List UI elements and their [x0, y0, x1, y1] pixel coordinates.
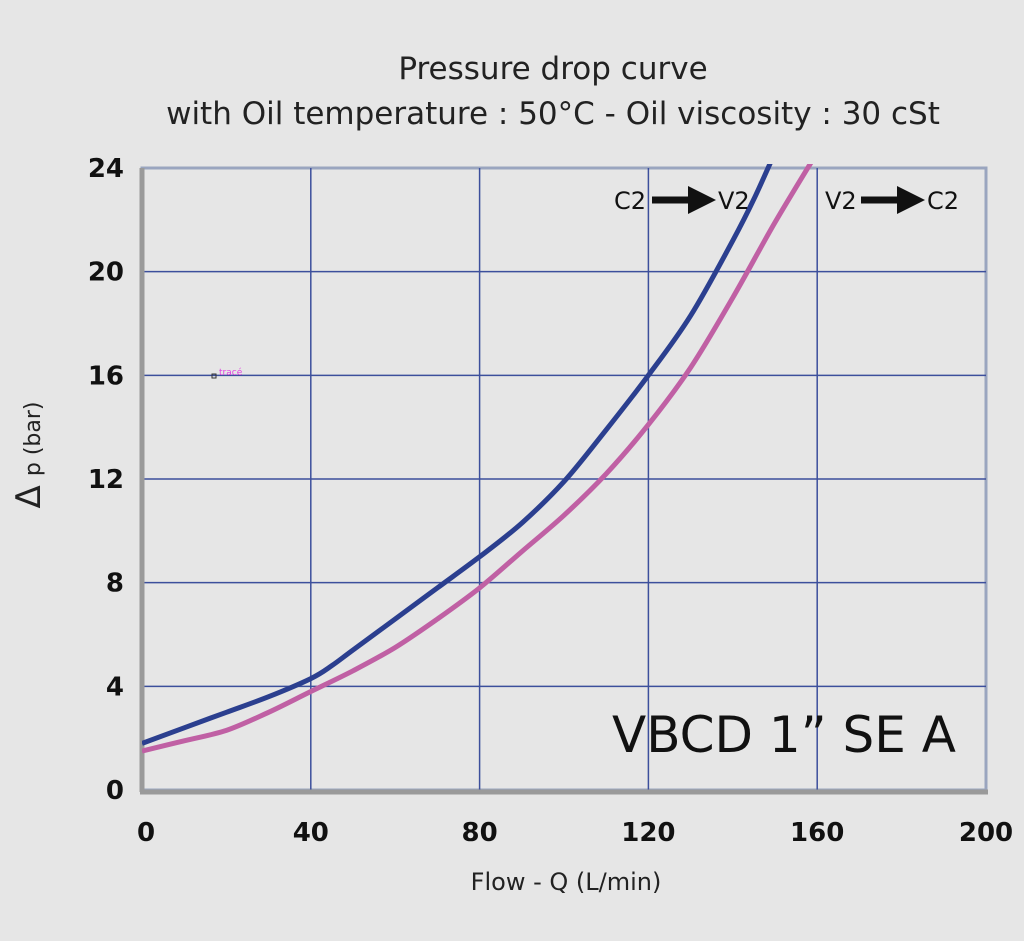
- y-tick-label-24: 24: [88, 154, 124, 184]
- svg-text:Δ p (bar): Δ p (bar): [9, 402, 49, 509]
- y-tick-labels: 0 4 8 12 16 20 24: [88, 154, 124, 806]
- y-tick-label-20: 20: [88, 258, 124, 288]
- legend-c2v2-to: V2: [718, 187, 750, 215]
- chart-subtitle: with Oil temperature : 50°C - Oil viscos…: [166, 96, 940, 132]
- legend-c2v2-arrow-icon: [688, 186, 716, 214]
- series-line-v2-c2: [142, 164, 814, 754]
- y-axis-label: p (bar): [21, 402, 46, 477]
- legend-v2c2-to: C2: [927, 187, 959, 215]
- x-tick-label-0: 0: [137, 818, 155, 848]
- legend-v2c2-from: V2: [825, 187, 857, 215]
- trace-label: tracé: [219, 367, 243, 378]
- x-tick-label-80: 80: [462, 818, 498, 848]
- y-tick-label-4: 4: [106, 672, 124, 702]
- x-tick-label-40: 40: [293, 818, 329, 848]
- x-tick-label-120: 120: [621, 818, 675, 848]
- axis-layer: [139, 168, 988, 795]
- legend-v2-c2: V2 C2: [825, 186, 959, 215]
- y-tick-label-0: 0: [106, 776, 124, 806]
- trace-marker: tracé: [211, 367, 243, 379]
- y-axis-delta-symbol: Δ: [9, 485, 49, 508]
- y-tick-label-12: 12: [88, 465, 124, 495]
- legend-c2-v2: C2 V2: [614, 186, 750, 215]
- x-tick-label-200: 200: [959, 818, 1013, 848]
- trace-marker-icon: [211, 373, 217, 379]
- legend-v2c2-arrow-icon: [897, 186, 925, 214]
- series-line-c2-v2: [142, 164, 773, 746]
- legend-c2v2-from: C2: [614, 187, 646, 215]
- x-tick-labels: 0 40 80 120 160 200: [137, 818, 1013, 848]
- y-tick-label-16: 16: [88, 361, 124, 391]
- y-tick-label-8: 8: [106, 569, 124, 599]
- model-label: VBCD 1” SE A: [612, 706, 956, 764]
- y-axis-label-group: Δ p (bar): [9, 402, 49, 509]
- x-tick-label-160: 160: [790, 818, 844, 848]
- series-layer: [142, 164, 814, 754]
- x-axis-label: Flow - Q (L/min): [471, 868, 662, 896]
- chart-title: Pressure drop curve: [398, 51, 707, 87]
- grid-layer: [142, 168, 986, 790]
